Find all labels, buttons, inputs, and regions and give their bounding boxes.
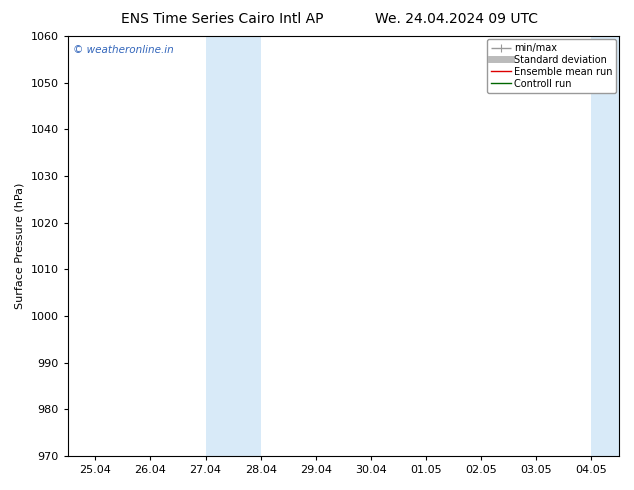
- Text: ENS Time Series Cairo Intl AP: ENS Time Series Cairo Intl AP: [120, 12, 323, 26]
- Text: We. 24.04.2024 09 UTC: We. 24.04.2024 09 UTC: [375, 12, 538, 26]
- Text: © weatheronline.in: © weatheronline.in: [73, 45, 174, 54]
- Legend: min/max, Standard deviation, Ensemble mean run, Controll run: min/max, Standard deviation, Ensemble me…: [488, 39, 616, 93]
- Y-axis label: Surface Pressure (hPa): Surface Pressure (hPa): [15, 183, 25, 309]
- Bar: [592, 36, 634, 456]
- Bar: [205, 36, 261, 456]
